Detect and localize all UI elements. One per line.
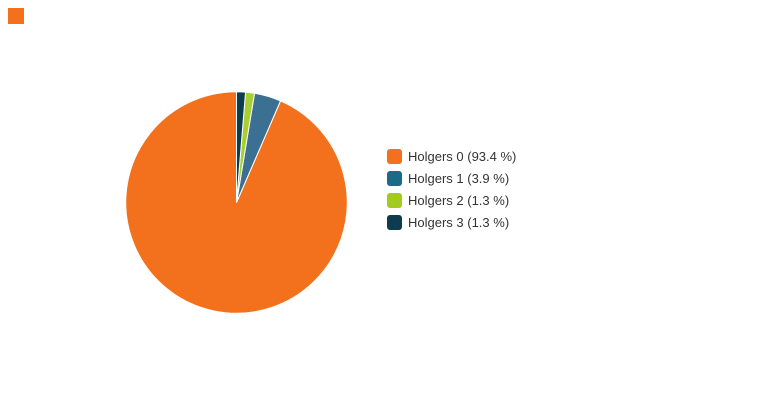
legend-item-holgers-0[interactable]: Holgers 0 (93.4 %) — [387, 149, 516, 164]
orange-square-marker — [8, 8, 24, 24]
legend-item-holgers-2[interactable]: Holgers 2 (1.3 %) — [387, 193, 516, 208]
legend-swatch-icon — [387, 149, 402, 164]
legend-swatch-icon — [387, 193, 402, 208]
legend-item-holgers-3[interactable]: Holgers 3 (1.3 %) — [387, 215, 516, 230]
pie-slice-holgers-3[interactable] — [236, 91, 247, 203]
legend-swatch-icon — [387, 215, 402, 230]
legend: Holgers 0 (93.4 %) Holgers 1 (3.9 %) Holge… — [387, 149, 516, 237]
legend-item-holgers-1[interactable]: Holgers 1 (3.9 %) — [387, 171, 516, 186]
legend-label: Holgers 2 (1.3 %) — [408, 193, 510, 208]
legend-label: Holgers 0 (93.4 %) — [408, 149, 517, 164]
legend-swatch-icon — [387, 171, 402, 186]
legend-label: Holgers 1 (3.9 %) — [408, 171, 510, 186]
legend-label: Holgers 3 (1.3 %) — [408, 215, 510, 230]
